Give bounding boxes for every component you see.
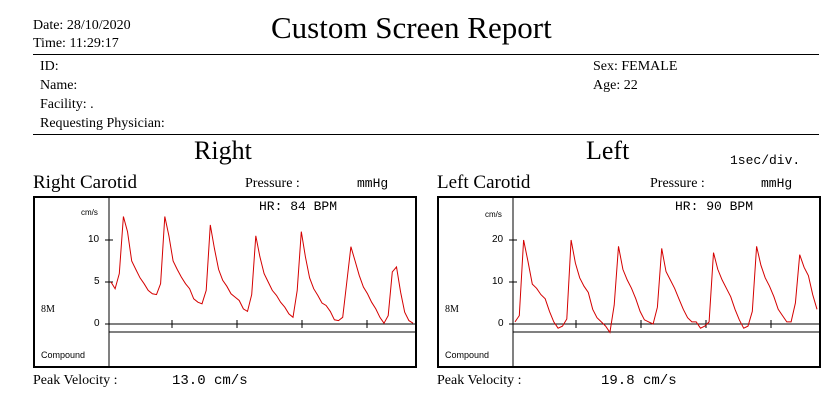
timescale-label: 1sec/div.	[730, 153, 801, 168]
right-axis-unit: cm/s	[81, 208, 98, 217]
patient-age: Age: 22	[593, 78, 638, 93]
left-tick-label: 10	[492, 276, 504, 287]
right-tick-label: 10	[88, 234, 100, 245]
left-pressure-label: Pressure :	[650, 176, 705, 191]
header-divider	[33, 54, 819, 55]
right-heart-rate: HR: 84 BPM	[259, 199, 338, 214]
left-carotid-waveform-panel: cm/s HR: 90 BPM 20 10 0 8M Compound	[437, 196, 821, 368]
report-time: Time: 11:29:17	[33, 36, 119, 51]
left-mode-label: Compound	[445, 350, 490, 360]
patient-name: Name:	[40, 78, 78, 93]
right-mode-label: Compound	[41, 350, 86, 360]
report-date: Date: 28/10/2020	[33, 18, 131, 33]
right-carotid-waveform-panel: cm/s HR: 84 BPM 10 5 0 8M Compound	[33, 196, 417, 368]
left-side-label: 8M	[445, 304, 459, 315]
left-peak-velocity-label: Peak Velocity :	[437, 373, 522, 388]
left-heart-rate: HR: 90 BPM	[675, 199, 754, 214]
right-waveform-chart	[105, 198, 415, 366]
requesting-physician: Requesting Physician:	[40, 116, 165, 131]
left-side-heading: Left	[586, 136, 630, 165]
left-waveform-chart	[509, 198, 819, 366]
right-peak-velocity-label: Peak Velocity :	[33, 373, 118, 388]
left-tick-label: 0	[498, 318, 504, 329]
left-waveform-trace	[514, 239, 818, 334]
patient-facility: Facility: .	[40, 97, 94, 112]
left-tick-label: 20	[492, 234, 504, 245]
right-side-heading: Right	[194, 136, 252, 165]
left-peak-velocity-value: 19.8 cm/s	[601, 373, 677, 389]
info-divider	[33, 134, 819, 135]
right-tick-label: 5	[94, 276, 100, 287]
left-axis-unit: cm/s	[485, 210, 502, 219]
right-carotid-title: Right Carotid	[33, 172, 137, 193]
right-pressure-label: Pressure :	[245, 176, 300, 191]
right-peak-velocity-value: 13.0 cm/s	[172, 373, 248, 389]
right-tick-label: 0	[94, 318, 100, 329]
left-carotid-title: Left Carotid	[437, 172, 531, 193]
left-pressure-unit: mmHg	[761, 176, 793, 191]
patient-id: ID:	[40, 59, 59, 74]
report-title: Custom Screen Report	[271, 10, 552, 45]
right-side-label: 8M	[41, 304, 55, 315]
patient-sex: Sex: FEMALE	[593, 59, 678, 74]
right-pressure-unit: mmHg	[357, 176, 389, 191]
right-waveform-trace	[110, 216, 414, 325]
